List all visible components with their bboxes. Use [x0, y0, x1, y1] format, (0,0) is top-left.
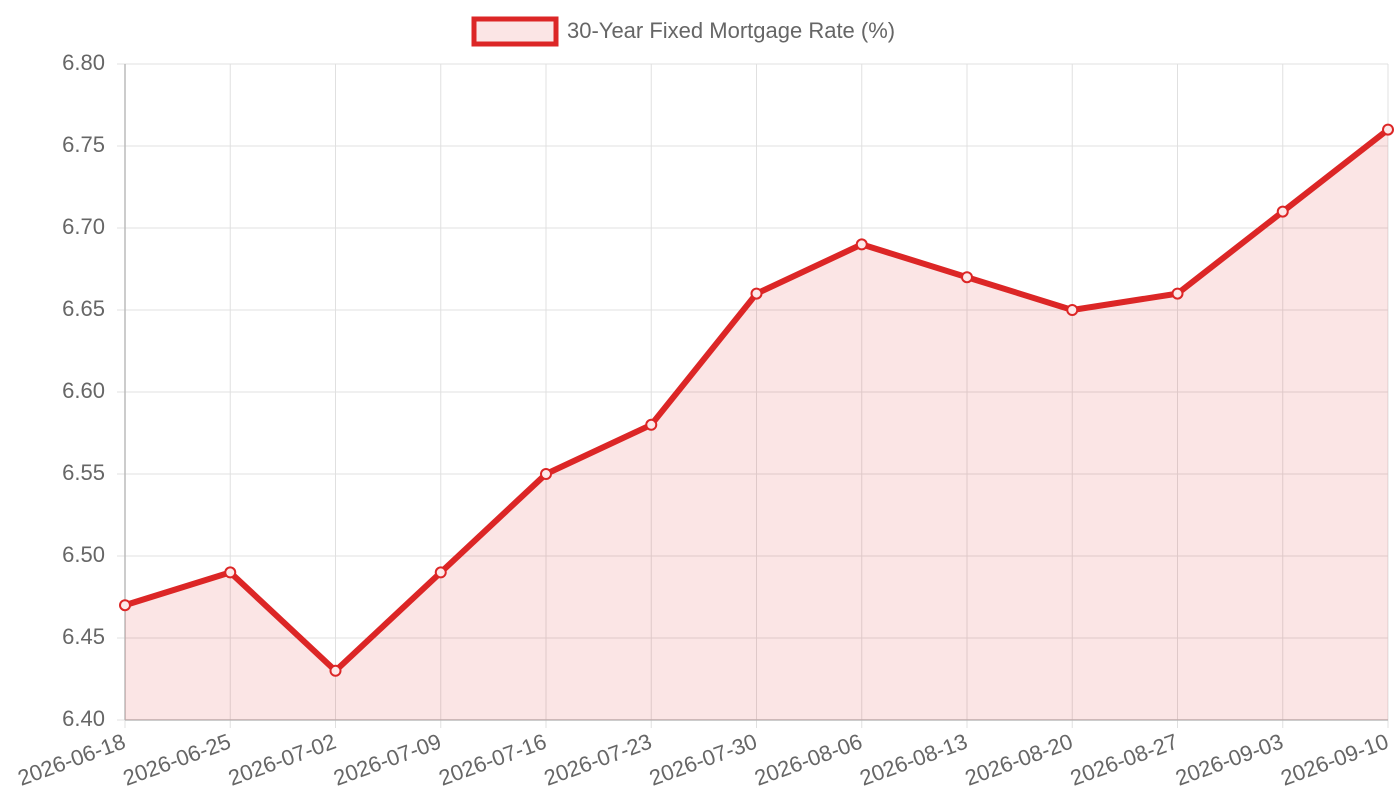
point	[434, 566, 447, 579]
point	[119, 599, 131, 612]
y-tick-label: 6.70	[62, 214, 105, 239]
point	[1382, 123, 1394, 136]
x-tick-label: 2026-08-13	[856, 729, 970, 791]
x-tick-label: 2026-09-03	[1172, 729, 1286, 791]
point	[329, 664, 342, 677]
legend: 30-Year Fixed Mortgage Rate (%)	[471, 16, 895, 47]
x-tick-label: 2026-09-10	[1277, 729, 1391, 791]
y-tick-label: 6.40	[62, 706, 105, 731]
x-tick-label: 2026-08-27	[1067, 729, 1181, 791]
y-tick-label: 6.75	[62, 132, 105, 157]
x-tick-label: 2026-07-02	[225, 729, 339, 791]
x-tick-label: 2026-07-23	[541, 729, 655, 791]
y-tick-label: 6.55	[62, 460, 105, 485]
x-tick-label: 2026-08-20	[962, 729, 1076, 791]
legend-label: 30-Year Fixed Mortgage Rate (%)	[567, 18, 895, 43]
point	[540, 468, 552, 480]
x-tick-label: 2026-07-30	[646, 729, 760, 791]
x-tick-label: 2026-07-16	[435, 729, 549, 791]
y-tick-label: 6.65	[62, 296, 105, 321]
y-tick-label: 6.45	[62, 624, 105, 649]
point	[855, 238, 868, 251]
y-tick-label: 6.80	[62, 50, 105, 75]
y-tick-label: 6.50	[62, 542, 105, 567]
x-tick-label: 2026-07-09	[330, 729, 444, 791]
x-tick-label: 2026-06-18	[14, 729, 128, 791]
x-tick-label: 2026-06-25	[120, 729, 234, 791]
point	[1171, 287, 1184, 300]
point	[645, 418, 658, 431]
point	[1066, 304, 1079, 316]
legend-swatch	[471, 16, 559, 47]
point	[750, 287, 763, 300]
point	[961, 271, 973, 284]
point	[224, 566, 237, 579]
point	[1276, 205, 1289, 218]
y-tick-label: 6.60	[62, 378, 105, 403]
x-tick-label: 2026-08-06	[751, 729, 865, 791]
